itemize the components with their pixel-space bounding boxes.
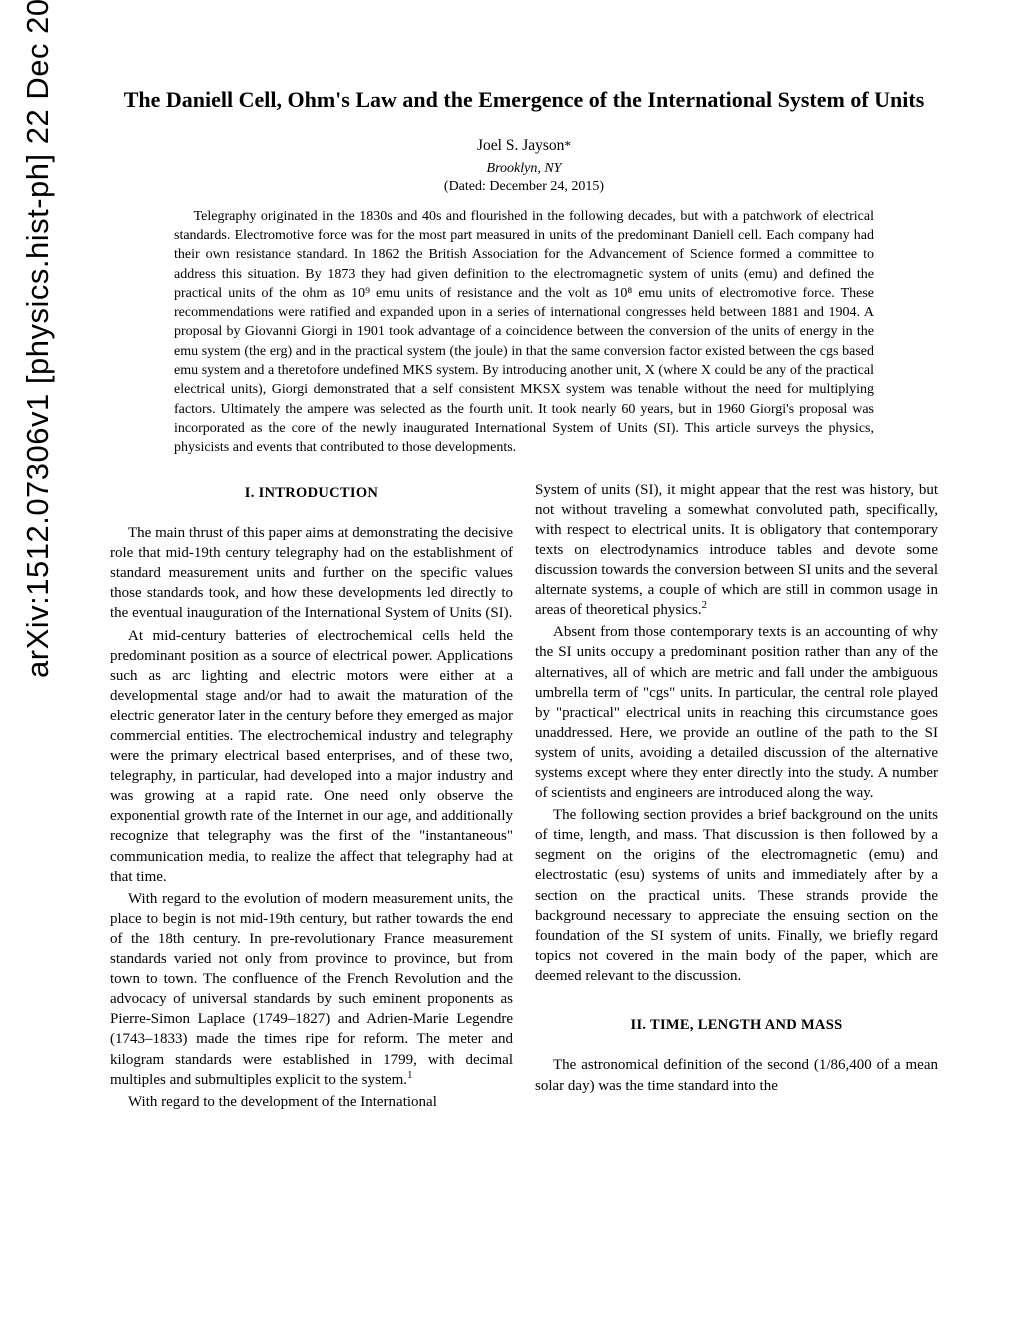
arxiv-watermark: arXiv:1512.07306v1 [physics.hist-ph] 22 … (20, 0, 56, 678)
paragraph-text: With regard to the evolution of modern m… (110, 891, 513, 1088)
paragraph: With regard to the development of the In… (110, 1092, 513, 1112)
footnote-ref: 1 (407, 1069, 412, 1081)
paragraph-text: System of units (SI), it might appear th… (535, 482, 938, 619)
paragraph: Absent from those contemporary texts is … (535, 622, 938, 803)
paragraph: The following section provides a brief b… (535, 805, 938, 986)
paragraph: The astronomical definition of the secon… (535, 1055, 938, 1095)
paper-date: (Dated: December 24, 2015) (110, 179, 938, 195)
author-affiliation: Brooklyn, NY (110, 161, 938, 177)
author-name: Joel S. Jayson* (110, 137, 938, 155)
paragraph: The main thrust of this paper aims at de… (110, 523, 513, 623)
paper-title: The Daniell Cell, Ohm's Law and the Emer… (110, 86, 938, 115)
section-2-heading: II. TIME, LENGTH AND MASS (535, 1016, 938, 1035)
paragraph: At mid-century batteries of electrochemi… (110, 626, 513, 887)
footnote-ref: 2 (702, 599, 707, 611)
page-content: The Daniell Cell, Ohm's Law and the Emer… (0, 0, 1020, 1112)
body-columns: I. INTRODUCTION The main thrust of this … (110, 480, 938, 1112)
section-1-heading: I. INTRODUCTION (110, 484, 513, 503)
paragraph: With regard to the evolution of modern m… (110, 889, 513, 1090)
paragraph: System of units (SI), it might appear th… (535, 480, 938, 621)
abstract-text: Telegraphy originated in the 1830s and 4… (174, 207, 874, 458)
author-text: Joel S. Jayson (477, 137, 564, 154)
author-asterisk: * (564, 138, 571, 153)
